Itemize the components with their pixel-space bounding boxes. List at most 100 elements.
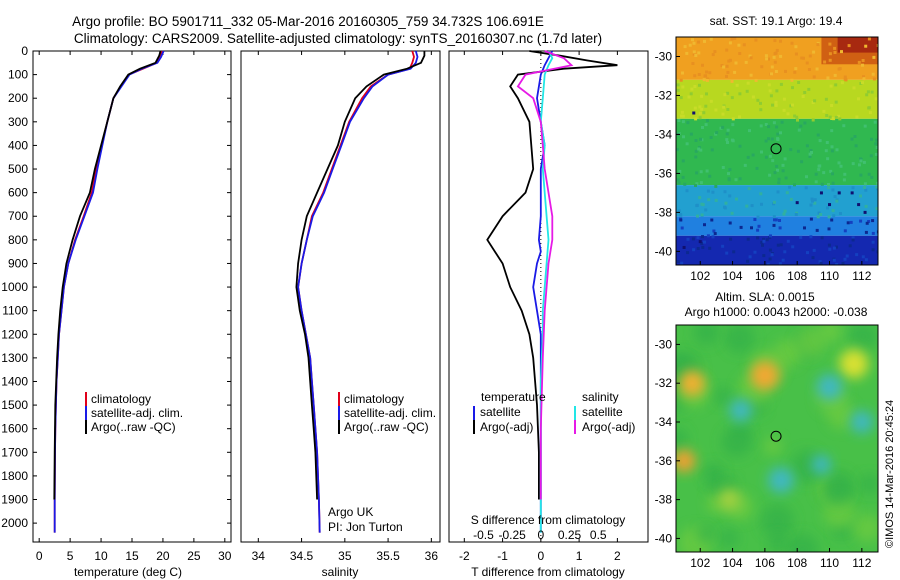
sst-pixel [863,186,866,189]
sst-pixel [728,221,732,225]
sst-pixel [751,95,755,99]
sst-map-frame [675,36,879,266]
sst-pixel [706,189,710,193]
x-tick-label: 15 [125,549,139,563]
sst-pixel [697,147,701,151]
sst-pixel [777,177,781,181]
sst-pixel [730,79,734,83]
x-tick-label: 1 [576,549,583,563]
sst-pixel [753,250,757,254]
sla-texture [676,428,688,451]
sst-pixel [865,93,869,97]
sst-pixel [722,65,726,69]
sst-pixel [702,78,706,82]
sst-pixel [808,152,812,156]
sst-pixel [849,220,853,224]
y-tick-label: 2000 [1,516,28,530]
y-tick-label: 0 [21,44,28,58]
sst-pixel [809,203,813,207]
sst-pixel [767,125,771,129]
sst-pixel [780,120,784,124]
x-tick-label: 20 [156,549,170,563]
sst-pixel [680,110,684,114]
sst-pixel [720,64,724,67]
sst-pixel [748,54,752,58]
sst-pixel [781,163,785,167]
x-tick-label: 0 [36,549,43,563]
sst-pixel [692,248,696,252]
sst-pixel [831,181,835,185]
sst-pixel [728,41,732,45]
salinity-note1: Argo UK [328,505,373,519]
sst-pixel [871,240,875,244]
sst-pixel [871,248,875,252]
sst-pixel [870,90,874,94]
x-tick-label: 5 [67,549,74,563]
sst-pixel [756,228,760,232]
y-tick-label: 1400 [1,374,28,388]
sst-pixel [829,169,833,173]
series-line-climatology [53,50,163,533]
sst-pixel [698,83,701,87]
sst-pixel [689,92,693,96]
sst-pixel [863,182,867,186]
sst-pixel [695,203,699,207]
s-tick-label: 0 [538,528,545,542]
sst-pixel [681,175,685,179]
sst-pixel [708,246,712,250]
sst-pixel [871,231,875,235]
sst-pixel [837,161,841,165]
sla-texture [825,480,851,506]
sst-pixel [854,144,858,148]
x-tick-label: -2 [459,549,470,563]
sst-pixel [797,128,801,132]
sst-pixel [827,186,831,190]
sst-pixel [817,164,821,168]
sst-pixel [805,61,809,65]
sst-pixel [864,204,868,208]
sst-pixel [723,205,726,209]
sst-pixel [851,238,855,242]
sst-pixel [706,119,709,123]
sst-pixel [700,213,704,217]
sst-pixel [680,226,684,230]
sst-dot [819,191,823,195]
sst-pixel [791,103,794,107]
sst-pixel [794,52,798,56]
sst-pixel [772,223,776,227]
sst-pixel [748,129,751,133]
sst-pixel [820,182,824,186]
sst-pixel [826,157,830,161]
sst-pixel [793,114,797,118]
sst-pixel [693,74,697,78]
sst-pixel [775,164,779,168]
sst-pixel [687,95,691,99]
sst-pixel [689,132,693,136]
sst-pixel [862,77,866,81]
x-tick-label: 0 [538,549,545,563]
series-line-temperature-satellite [532,50,554,533]
sst-pixel [789,148,793,152]
sst-pixel [778,219,781,222]
sst-pixel [794,67,798,71]
sst-pixel [731,123,735,127]
sst-pixel [779,82,783,86]
series-line-salinity-argo-adj [516,50,574,500]
lon-tick-label: 106 [755,269,775,283]
sst-pixel [867,220,871,223]
sst-pixel [721,166,725,169]
sst-pixel [685,189,689,193]
sst-pixel [828,247,832,251]
sst-pixel [867,37,871,41]
sst-pixel [832,117,836,121]
sst-pixel [701,245,705,249]
lat-tick-label: -38 [655,493,673,507]
sst-pixel [735,83,739,87]
sst-pixel [683,182,687,186]
sst-dot [692,111,696,115]
sst-pixel [861,255,865,259]
sst-pixel [793,70,797,74]
sst-pixel [809,217,813,221]
lon-tick-label: 102 [690,556,710,570]
sst-pixel [843,229,847,233]
